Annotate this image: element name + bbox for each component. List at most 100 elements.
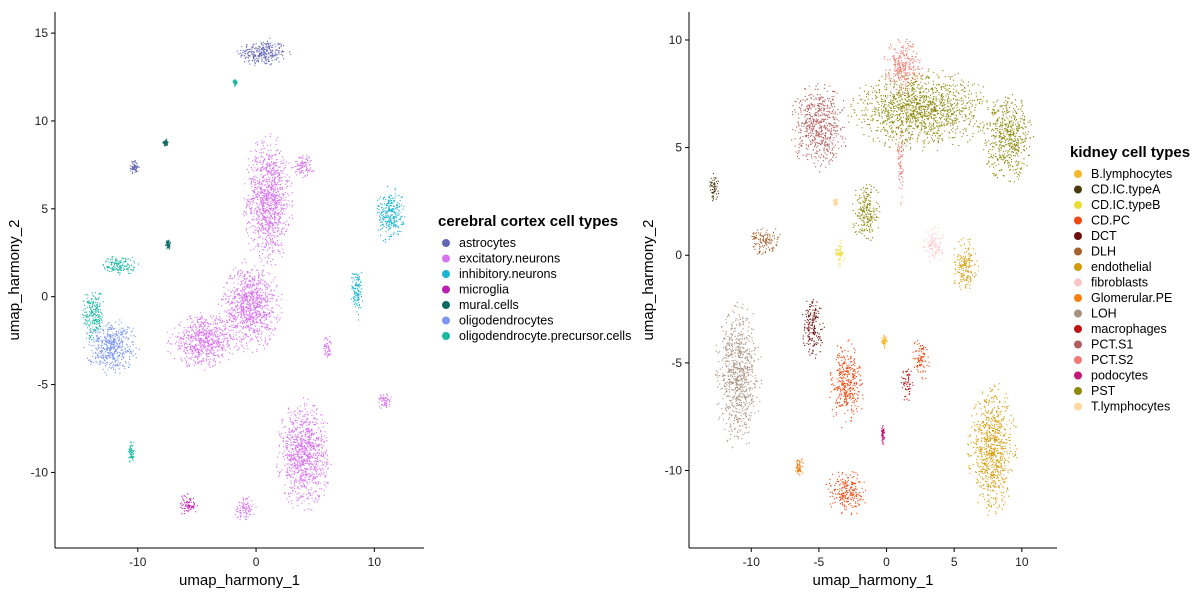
cluster-PCT-S2 <box>883 38 924 95</box>
cluster-points <box>234 496 257 521</box>
y-tick-label: 0 <box>675 248 682 262</box>
legend-item: Glomerular.PE <box>1074 291 1172 305</box>
legend-label: endothelial <box>1091 260 1151 274</box>
legend-item: oligodendrocyte.precursor.cells <box>442 329 631 343</box>
cluster-endothelial <box>953 237 979 291</box>
cluster-PST <box>983 94 1035 183</box>
cluster-PCT-S2 <box>896 115 904 206</box>
cluster-points <box>829 339 864 429</box>
cluster-astrocytes <box>129 160 140 174</box>
y-tick-label: -10 <box>31 465 49 479</box>
legend-title: cerebral cortex cell types <box>438 213 618 230</box>
cluster-points <box>881 334 888 349</box>
legend-label: macrophages <box>1091 322 1167 336</box>
x-tick-label: 10 <box>368 555 382 569</box>
legend-swatch <box>1074 325 1082 333</box>
cluster-points <box>236 37 291 66</box>
x-axis-title: umap_harmony_1 <box>813 572 934 589</box>
legend-swatch <box>1074 185 1082 194</box>
cluster-T-lymphocytes <box>832 198 839 207</box>
legend-swatch <box>1074 232 1082 240</box>
cluster-oligodendrocyte-precursor-cells <box>232 79 238 87</box>
x-tick-label: 0 <box>883 555 890 569</box>
legend-swatch <box>1074 170 1082 178</box>
legend-swatch <box>1074 263 1082 271</box>
legend-label: CD.IC.typeA <box>1091 183 1161 197</box>
y-tick-label: -5 <box>671 356 682 370</box>
legend-item: fibroblasts <box>1074 276 1148 290</box>
cluster-points <box>825 471 867 516</box>
cluster-oligodendrocyte-precursor-cells <box>82 292 104 342</box>
cluster-fibroblasts <box>922 226 944 262</box>
cluster-points <box>852 184 881 241</box>
legend-item: PCT.S1 <box>1074 338 1133 352</box>
cortex-umap-axes: -10 0 10 -10 -5 0 5 10 15 umap_harmony_1 umap_harm… <box>6 12 424 589</box>
cluster-mural-cells <box>165 239 171 250</box>
cluster-B-lymphocytes <box>881 334 888 349</box>
legend-item: PCT.S2 <box>1074 353 1133 367</box>
cluster-points <box>276 397 332 511</box>
legend-swatch <box>1074 309 1082 318</box>
legend-item: endothelial <box>1074 260 1151 274</box>
legend-label: fibroblasts <box>1091 276 1148 290</box>
cluster-excitatory-neurons <box>217 258 283 353</box>
legend-label: podocytes <box>1091 369 1148 383</box>
legend-item: CD.PC <box>1074 214 1130 228</box>
cluster-points <box>232 79 238 87</box>
cluster-excitatory-neurons <box>166 312 242 371</box>
legend-item: inhibitory.neurons <box>442 267 557 281</box>
cluster-points <box>983 94 1035 183</box>
cluster-PCT-S1 <box>791 83 850 173</box>
legend-label: PST <box>1091 384 1116 398</box>
legend-item: DLH <box>1074 245 1116 259</box>
legend-item: macrophages <box>1074 322 1167 336</box>
cluster-points <box>709 173 719 202</box>
cluster-excitatory-neurons <box>290 154 315 179</box>
cluster-points <box>102 256 139 276</box>
cluster-points <box>802 299 825 359</box>
cluster-CD-IC-typeA <box>709 173 719 202</box>
legend-item: oligodendrocytes <box>442 314 554 328</box>
cluster-CD-IC-typeB <box>835 239 845 268</box>
cluster-DLH <box>751 227 781 255</box>
legend-item: podocytes <box>1074 369 1148 383</box>
legend-label: LOH <box>1091 307 1117 321</box>
cluster-points <box>350 271 363 321</box>
legend-swatch <box>442 254 450 263</box>
legend-label: DLH <box>1091 245 1116 259</box>
legend-swatch <box>1074 247 1082 256</box>
y-tick-label: 0 <box>41 290 48 304</box>
legend-item: DCT <box>1074 229 1117 243</box>
cortex-legend: cerebral cortex cell types astrocytes exci… <box>438 213 631 343</box>
legend-label: Glomerular.PE <box>1091 291 1172 305</box>
legend-swatch <box>442 316 450 325</box>
cluster-oligodendrocytes <box>83 319 140 376</box>
legend-label: mural.cells <box>459 298 519 312</box>
cluster-points <box>128 441 135 463</box>
cluster-inhibitory-neurons <box>350 271 363 321</box>
y-tick-label: 15 <box>35 26 49 40</box>
cluster-oligodendrocyte-precursor-cells <box>102 256 139 276</box>
legend-label: oligodendrocytes <box>459 314 554 328</box>
legend-swatch <box>442 270 450 278</box>
kidney-legend: kidney cell types B.lymphocytes CD.IC.type… <box>1070 144 1190 414</box>
cluster-points <box>166 312 242 371</box>
cluster-points <box>378 393 392 409</box>
legend-label: microglia <box>459 283 509 297</box>
cluster-points <box>883 38 924 95</box>
cluster-points <box>967 383 1018 516</box>
legend-item: microglia <box>442 283 509 297</box>
legend-swatch <box>1074 371 1082 380</box>
cluster-points <box>376 186 406 243</box>
legend-item: B.lymphocytes <box>1074 167 1172 181</box>
legend-swatch <box>1074 340 1082 349</box>
legend-swatch <box>442 332 450 340</box>
cluster-excitatory-neurons <box>378 393 392 409</box>
cluster-points <box>83 319 140 376</box>
cluster-points <box>881 425 886 445</box>
legend-label: B.lymphocytes <box>1091 167 1172 181</box>
cluster-excitatory-neurons <box>234 496 257 521</box>
cluster-LOH <box>715 302 763 449</box>
cluster-points <box>129 160 140 174</box>
